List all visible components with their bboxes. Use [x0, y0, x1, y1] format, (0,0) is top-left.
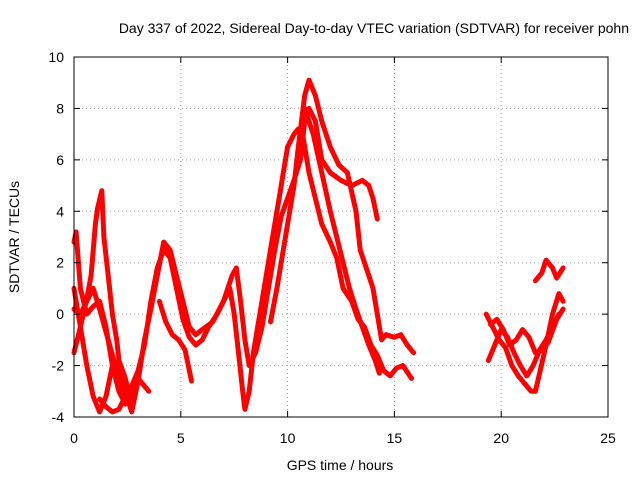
x-axis-label: GPS time / hours — [287, 457, 394, 473]
series-arc-6 — [156, 298, 194, 384]
y-tick-label: 0 — [56, 306, 64, 322]
series-arc-10 — [485, 311, 562, 379]
x-tick-labels: 0 5 10 15 20 25 — [70, 430, 616, 446]
x-tick-label: 0 — [70, 430, 78, 446]
axis-ticks — [73, 56, 609, 418]
y-axis-label: SDTVAR / TECUs — [6, 181, 22, 293]
x-tick-label: 25 — [600, 430, 616, 446]
y-tick-labels: -4 -2 0 2 4 6 8 10 — [48, 49, 64, 425]
series-arc-2 — [71, 229, 152, 407]
series-arc-8 — [302, 105, 382, 376]
y-tick-label: -4 — [52, 409, 65, 425]
y-tick-label: -2 — [52, 358, 65, 374]
y-tick-label: 4 — [56, 203, 64, 219]
y-tick-label: 10 — [48, 49, 64, 65]
x-tick-label: 5 — [177, 430, 185, 446]
series-arc-7 — [268, 77, 417, 356]
chart-title: Day 337 of 2022, Sidereal Day-to-day VTE… — [119, 20, 629, 36]
x-tick-label: 10 — [280, 430, 296, 446]
series-arc-12 — [532, 257, 566, 284]
series-arc-9 — [483, 291, 566, 394]
series-layer — [71, 77, 566, 415]
series-arc-4 — [71, 188, 128, 407]
y-tick-label: 8 — [56, 100, 64, 116]
x-tick-label: 20 — [493, 430, 509, 446]
y-tick-label: 2 — [56, 255, 64, 271]
series-arc-11 — [488, 306, 566, 356]
x-tick-label: 15 — [387, 430, 403, 446]
plot-frame — [73, 56, 609, 418]
y-tick-label: 6 — [56, 152, 64, 168]
